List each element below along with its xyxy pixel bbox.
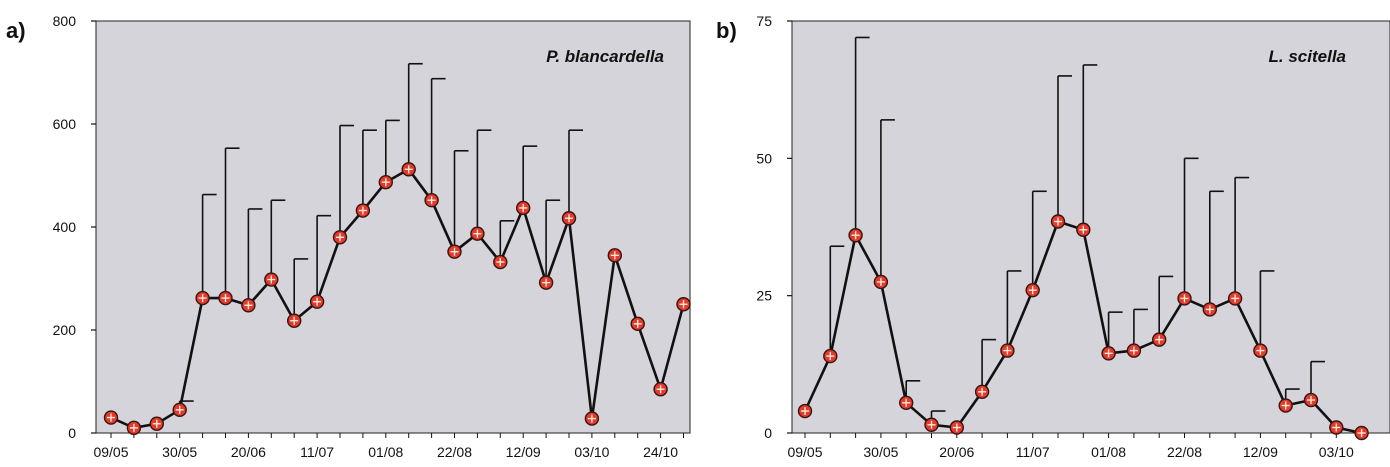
data-point bbox=[653, 382, 668, 397]
y-tick-label: 800 bbox=[53, 13, 77, 29]
data-point bbox=[126, 420, 142, 436]
data-point bbox=[1177, 291, 1192, 306]
y-tick-label: 75 bbox=[756, 13, 772, 29]
x-tick-label: 20/06 bbox=[939, 444, 974, 460]
data-point bbox=[1025, 282, 1040, 298]
x-tick-label: 03/10 bbox=[1319, 444, 1354, 460]
data-point bbox=[873, 274, 889, 290]
data-point bbox=[1329, 420, 1344, 435]
y-tick-label: 600 bbox=[53, 116, 77, 132]
panel-b-chart: b) L. scitella 0 25 50 75 09/05 30/05 20/06 11/… bbox=[716, 13, 1390, 460]
x-tick-label: 30/05 bbox=[863, 444, 898, 460]
data-point bbox=[332, 230, 348, 245]
data-point bbox=[149, 416, 165, 431]
data-point bbox=[195, 290, 210, 306]
panel-a-label: a) bbox=[6, 18, 26, 43]
data-point bbox=[1354, 425, 1369, 441]
data-point bbox=[103, 410, 119, 425]
panel-b-species-title: L. scitella bbox=[1269, 47, 1346, 66]
x-tick-label: 01/08 bbox=[1091, 444, 1126, 460]
data-point bbox=[584, 411, 600, 426]
data-point bbox=[241, 298, 256, 313]
x-tick-label: 01/08 bbox=[368, 444, 403, 460]
panel-b-label: b) bbox=[716, 18, 737, 43]
panel-b-plot-area bbox=[791, 20, 1390, 434]
x-tick-label: 11/07 bbox=[1016, 444, 1050, 460]
data-point bbox=[1000, 343, 1015, 358]
data-point bbox=[949, 420, 964, 435]
data-point bbox=[1227, 291, 1243, 306]
data-point bbox=[630, 316, 645, 332]
data-point bbox=[899, 395, 914, 410]
x-tick-label: 03/10 bbox=[574, 444, 609, 460]
y-tick-label: 50 bbox=[756, 150, 772, 166]
data-point bbox=[401, 162, 416, 177]
data-point bbox=[538, 275, 554, 290]
data-point bbox=[1101, 346, 1116, 361]
panel-a-series bbox=[103, 62, 691, 436]
x-tick-label: 11/07 bbox=[300, 444, 334, 460]
x-tick-label: 09/05 bbox=[93, 444, 128, 460]
x-tick-label: 24/10 bbox=[643, 444, 678, 460]
y-tick-label: 400 bbox=[53, 219, 77, 235]
data-point bbox=[974, 384, 990, 399]
y-tick-label: 200 bbox=[53, 322, 77, 338]
data-point bbox=[264, 272, 279, 287]
x-tick-label: 12/09 bbox=[506, 444, 541, 460]
data-point bbox=[561, 211, 577, 226]
data-point bbox=[493, 254, 508, 270]
data-point bbox=[309, 294, 325, 309]
data-point bbox=[1278, 398, 1293, 413]
data-point bbox=[797, 403, 813, 419]
data-point bbox=[924, 417, 939, 432]
y-tick-label: 25 bbox=[756, 288, 772, 304]
panel-a-chart: a) P. blancardella 0 200 400 600 800 09/05 30/… bbox=[6, 13, 691, 460]
data-point bbox=[848, 228, 863, 243]
data-point bbox=[172, 402, 187, 418]
panel-a-species-title: P. blancardella bbox=[546, 47, 664, 66]
y-tick-label: 0 bbox=[68, 425, 76, 441]
data-point bbox=[287, 313, 302, 328]
data-point bbox=[470, 226, 485, 241]
x-tick-label: 22/08 bbox=[437, 444, 472, 460]
panel-b-axes: 0 25 50 75 09/05 30/05 20/06 11/07 01/08 22/08 12/… bbox=[756, 13, 1363, 460]
panel-a-axes: 0 200 400 600 800 09/05 30/05 20/06 11/07 01/08 22… bbox=[53, 13, 684, 460]
data-point bbox=[1303, 392, 1319, 408]
x-tick-label: 22/08 bbox=[1167, 444, 1202, 460]
data-point bbox=[1151, 332, 1167, 347]
panel-a-plot-area bbox=[95, 20, 691, 434]
data-point bbox=[218, 290, 233, 306]
x-tick-label: 09/05 bbox=[787, 444, 822, 460]
data-point bbox=[355, 203, 371, 218]
x-tick-label: 20/06 bbox=[231, 444, 266, 460]
data-point bbox=[516, 200, 531, 216]
data-point bbox=[378, 174, 393, 190]
data-point bbox=[424, 193, 439, 208]
data-point bbox=[607, 248, 622, 263]
data-point bbox=[1126, 343, 1142, 358]
data-point bbox=[676, 297, 691, 312]
y-tick-label: 0 bbox=[764, 425, 772, 441]
x-tick-label: 12/09 bbox=[1243, 444, 1278, 460]
data-point bbox=[1202, 302, 1218, 317]
data-point bbox=[1253, 343, 1268, 358]
panel-b-series bbox=[797, 36, 1369, 441]
data-point bbox=[1076, 222, 1091, 237]
x-tick-label: 30/05 bbox=[162, 444, 197, 460]
data-point bbox=[1050, 214, 1066, 229]
data-point bbox=[823, 348, 838, 364]
data-point bbox=[447, 244, 462, 259]
